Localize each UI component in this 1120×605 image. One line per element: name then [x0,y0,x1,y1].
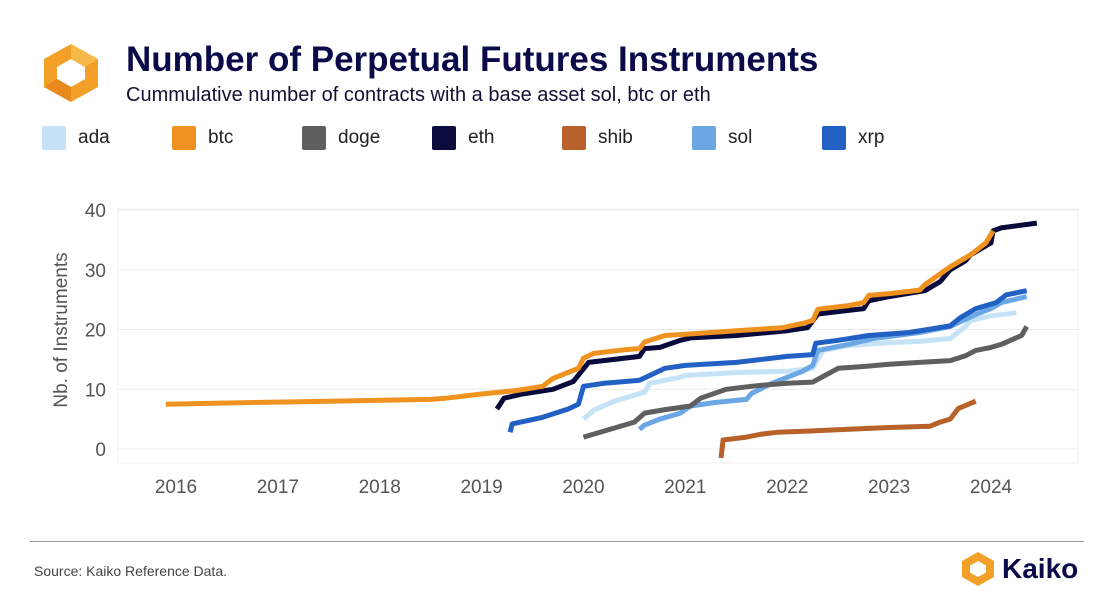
x-tick-label: 2020 [562,477,604,498]
y-tick-label: 40 [85,201,106,222]
x-tick-label: 2016 [155,477,197,498]
series-line-ada [581,310,1017,421]
brand-logo: Kaiko [960,550,1090,588]
series-line-doge [582,325,1029,440]
legend-item-xrp: xrp [822,124,884,152]
series-line-sol [637,294,1028,432]
x-tick-label: 2017 [257,477,299,498]
kaiko-logo-icon [44,44,98,102]
y-tick-label: 10 [85,380,106,401]
line-chart: 0 10 20 30 40 2016 2017 2018 2019 2020 2021 2022 202… [51,201,1079,498]
chart-subtitle: Cummulative number of contracts with a b… [126,84,711,106]
legend-label: shib [598,127,633,148]
y-axis-title: Nb. of Instruments [51,252,72,407]
legend-swatch [172,126,196,150]
y-tick-label: 20 [85,321,106,342]
series-line-eth [494,220,1038,411]
legend-item-ada: ada [42,124,110,152]
x-tick-label: 2018 [359,477,401,498]
brand-name: Kaiko [1002,553,1079,584]
x-tick-label: 2024 [970,477,1013,498]
x-tick-label: 2019 [460,477,502,498]
legend-item-doge: doge [302,124,380,152]
legend-item-btc: btc [172,124,233,152]
legend-label: eth [468,127,495,148]
x-tick-label: 2023 [868,477,910,498]
x-tick-label: 2022 [766,477,808,498]
series-line-xrp [507,288,1028,433]
footer-divider [30,541,1084,542]
legend-swatch [822,126,846,150]
legend-swatch [692,126,716,150]
legend-label: ada [78,127,110,148]
legend-item-eth: eth [432,124,494,152]
legend-item-shib: shib [562,124,633,152]
legend-label: doge [338,127,381,148]
plot-frame [117,208,1079,464]
y-tick-label: 0 [95,440,106,461]
chart-title: Number of Perpetual Futures Instruments [126,40,819,79]
legend-swatch [562,126,586,150]
kaiko-mark-icon [962,552,994,586]
legend-label: xrp [858,127,885,148]
source-note: Source: Kaiko Reference Data. [34,563,227,579]
legend-swatch [302,126,326,150]
legend-label: sol [728,127,753,148]
legend-item-sol: sol [692,124,752,152]
x-tick-label: 2021 [664,477,706,498]
legend-label: btc [208,127,234,148]
series-line-btc [165,229,996,407]
y-tick-label: 30 [85,261,106,282]
legend-swatch [432,126,456,150]
legend-swatch [42,126,66,150]
series-line-shib [718,398,977,459]
chart-legend: ada btc doge eth shib sol xrp [0,124,1120,154]
